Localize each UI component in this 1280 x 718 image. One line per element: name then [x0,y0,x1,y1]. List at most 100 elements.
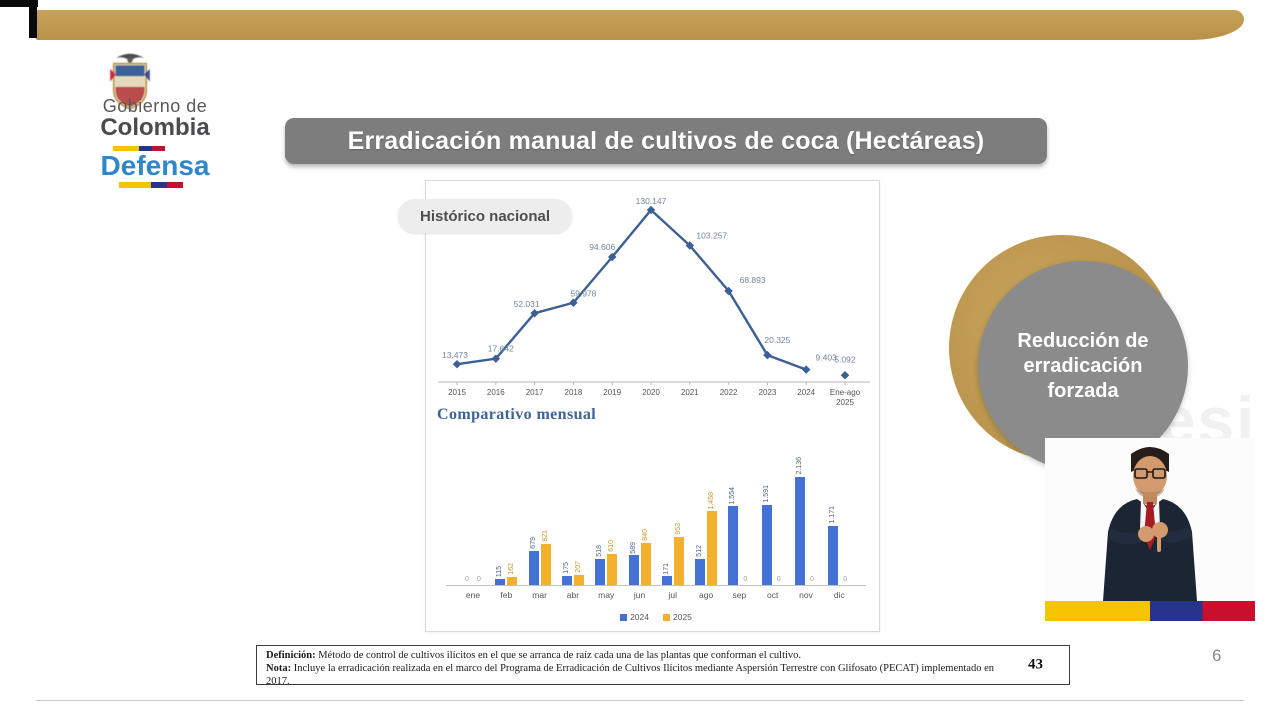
x-tick-label: 2017 [526,388,544,397]
legend-label: 2025 [673,612,692,622]
line-point-label: 130.147 [636,196,667,206]
bar-value-label: 1.591 [762,485,770,503]
bar-month-label: abr [566,590,580,600]
bar-month-label: dic [833,590,845,600]
sign-language-interpreter [1045,438,1255,621]
bar-value-label: 175 [562,562,570,575]
historico-line-chart: 13.473 17.642 52.031 59.978 94.606 130.147 103… [438,196,870,407]
reduction-badge: Reducción de erradicación forzada [978,261,1188,471]
bar-value-label: 840 [641,528,649,541]
note-label: Nota: [266,663,292,675]
bar-zero-label: 0 [776,576,781,583]
bar-zero-label: 0 [477,576,481,583]
x-tick-label: 2020 [642,388,660,397]
bar-2025 [607,554,618,585]
x-tick-label: Ene-ago 2025 [830,388,861,407]
bar-month-label: may [598,590,615,600]
bar-value-label: 518 [596,545,604,557]
bar-value-label: 2.136 [796,457,803,475]
bar-value-label: 115 [496,566,504,578]
colombia-flag-bar [113,146,165,151]
bar-value-label: 589 [629,541,637,554]
bar-2024 [661,576,672,585]
line-point [607,252,617,262]
footnote-page-number: 43 [1028,656,1043,673]
logo-text-colombia: Colombia [100,114,210,141]
x-tick-label: 2016 [487,388,505,397]
badge-line-3: forzada [1047,379,1119,402]
bar-month-label: sep [732,590,747,600]
bar-zero-label: 0 [743,576,748,583]
bar-value-label: 1.554 [729,486,737,505]
bar-value-label: 953 [674,523,682,535]
bar-2025 [573,574,584,585]
x-tick-label: 2015 [448,388,466,397]
line-point-label: 5.092 [834,354,856,364]
bar-value-label: 1.171 [829,506,837,524]
colombia-coat-of-arms-icon [110,53,150,110]
line-point [530,308,539,318]
bar-zero-label: 0 [465,576,469,583]
line-point [840,371,850,380]
logo-text-defensa: Defensa [100,150,210,181]
line-chart-title-pill: Histórico nacional [398,199,572,233]
bar-month-label: ago [699,590,714,600]
badge-line-2: erradicación [1023,354,1143,377]
bar-month-label: mar [532,590,547,600]
x-tick-label: 2018 [565,388,583,397]
bar-month-label: nov [799,590,813,600]
bar-value-label: 171 [662,562,670,575]
footnote-note: Nota: Incluye la erradicación realizada … [266,662,999,688]
slide-title: Erradicación manual de cultivos de coca … [347,126,985,155]
interpreter-figure-icon [1103,447,1197,601]
bar-month-label: oct [767,590,779,600]
badge-line-1: Reducción de [1017,329,1149,352]
bar-month-label: ene [465,590,481,600]
bar-2025 [507,576,518,585]
line-point-label: 68.893 [740,275,766,285]
line-point-label: 59.978 [570,289,596,299]
definition-label: Definición: [266,650,316,661]
logo-text-gobierno: Gobierno de [102,96,208,116]
bar-value-label: 1.458 [708,491,716,510]
footnote-box: Definición: Método de control de cultivo… [256,645,1070,688]
frame-corner-vertical [29,0,37,38]
bottom-divider [36,700,1244,701]
bar-2024 [628,555,639,585]
bar-chart-legend: 2024 2025 [440,612,872,622]
bar-2024 [828,525,839,585]
bar-2024 [528,550,539,585]
line-point-label: 103.257 [696,231,727,241]
bar-2024 [728,506,739,585]
line-point [763,350,772,360]
bar-month-label: jul [668,590,678,600]
bar-2025 [540,543,551,585]
bar-value-label: 512 [696,545,704,558]
line-point-label: 13.473 [442,350,468,360]
bar-2024 [795,477,805,585]
bar-2024 [561,576,572,585]
slide-title-banner: Erradicación manual de cultivos de coca … [285,118,1047,164]
x-tick-label: 2021 [681,388,699,397]
frame-corner-horizontal [0,0,38,7]
government-logo: Gobierno de Colombia Defensa [55,44,255,194]
comparativo-bar-chart: 2024 2025 0 0 ene 115 162 feb 679 821 mar 175 207 ab… [440,442,872,624]
line-chart-title: Histórico nacional [419,207,551,225]
x-tick-label: 2023 [759,388,777,397]
bar-2025 [673,536,684,585]
bar-2025 [707,511,718,585]
bar-2024 [761,504,772,585]
footnote-definition: Definición: Método de control de cultivo… [266,649,999,662]
legend-item-2025: 2025 [663,612,692,622]
bar-month-label: feb [500,590,513,600]
bar-zero-label: 0 [810,576,814,583]
bar-value-label: 162 [508,563,516,575]
slide-page-number: 6 [1212,646,1222,665]
bar-value-label: 679 [529,536,537,549]
bar-2025 [640,542,651,585]
bar-value-label: 610 [608,540,616,553]
bar-2024 [695,559,706,585]
line-point [801,365,811,374]
line-point-label: 9.403 [816,353,838,363]
